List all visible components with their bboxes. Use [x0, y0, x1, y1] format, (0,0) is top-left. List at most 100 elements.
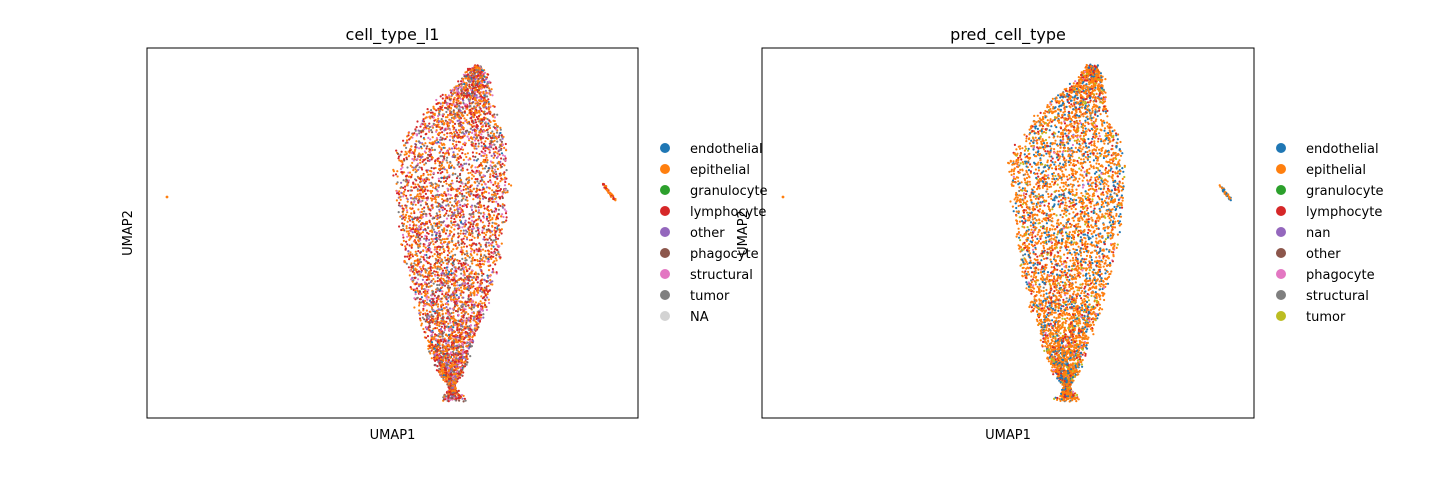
scatter-point — [436, 365, 439, 368]
scatter-point — [493, 113, 496, 116]
scatter-point — [448, 348, 451, 351]
scatter-point — [479, 122, 482, 125]
scatter-point — [446, 108, 449, 111]
scatter-point — [438, 235, 441, 238]
scatter-points — [165, 64, 617, 403]
scatter-point — [462, 143, 465, 146]
scatter-point — [503, 173, 506, 176]
scatter-point — [409, 193, 412, 197]
scatter-point — [503, 208, 506, 211]
scatter-point — [505, 216, 508, 219]
scatter-point — [444, 312, 447, 315]
scatter-point — [441, 286, 444, 289]
scatter-point — [446, 161, 449, 164]
scatter-point — [445, 217, 449, 220]
scatter-point — [455, 322, 458, 325]
scatter-point — [469, 127, 473, 130]
scatter-point — [475, 115, 478, 119]
scatter-point — [432, 327, 435, 330]
scatter-point — [438, 311, 441, 315]
scatter-point — [472, 155, 475, 158]
scatter-point — [439, 203, 442, 206]
scatter-point — [425, 239, 428, 242]
scatter-point — [426, 275, 429, 278]
scatter-point — [459, 148, 462, 151]
scatter-point — [452, 151, 455, 154]
scatter-point — [450, 217, 453, 220]
scatter-point — [487, 298, 490, 301]
scatter-point — [415, 268, 418, 271]
scatter-point — [454, 195, 457, 198]
scatter-point — [427, 288, 430, 292]
scatter-point — [417, 236, 420, 239]
scatter-point — [491, 189, 494, 192]
scatter-point — [492, 136, 496, 140]
scatter-point — [396, 170, 399, 173]
scatter-point — [411, 265, 414, 268]
scatter-point — [460, 146, 463, 149]
scatter-point — [420, 270, 423, 273]
scatter-point — [426, 198, 429, 202]
scatter-point — [440, 204, 443, 207]
scatter-point — [423, 253, 426, 257]
scatter-point — [436, 247, 439, 251]
scatter-point — [443, 180, 446, 183]
scatter-point — [482, 225, 486, 228]
scatter-point — [440, 308, 443, 311]
scatter-point — [503, 188, 507, 191]
scatter-point — [461, 152, 464, 155]
scatter-point — [461, 195, 464, 198]
scatter-point — [426, 156, 430, 160]
scatter-point — [441, 108, 444, 112]
scatter-point — [434, 198, 437, 201]
scatter-point — [473, 94, 476, 97]
scatter-point — [453, 205, 456, 208]
scatter-point — [479, 128, 482, 131]
scatter-point — [458, 180, 461, 184]
scatter-point — [464, 229, 467, 232]
scatter-point — [418, 309, 421, 312]
scatter-point — [433, 335, 436, 338]
scatter-point — [428, 178, 431, 181]
scatter-point — [416, 188, 419, 191]
scatter-point — [455, 143, 458, 146]
scatter-point — [438, 126, 441, 129]
scatter-point — [447, 203, 450, 206]
scatter-point — [461, 368, 464, 371]
scatter-point — [433, 148, 436, 151]
scatter-point — [466, 254, 470, 258]
scatter-point — [443, 143, 446, 146]
scatter-point — [415, 232, 418, 235]
scatter-point — [439, 364, 442, 367]
scatter-point — [474, 98, 477, 101]
scatter-point — [479, 174, 482, 177]
scatter-point — [405, 194, 408, 197]
scatter-point — [417, 195, 420, 198]
scatter-point — [483, 207, 486, 210]
scatter-point — [477, 114, 481, 118]
scatter-point — [437, 184, 440, 187]
scatter-point — [430, 341, 434, 344]
scatter-point — [465, 131, 468, 134]
scatter-point — [455, 269, 458, 272]
scatter-point — [490, 193, 494, 196]
scatter-point — [459, 219, 462, 222]
scatter-point — [449, 184, 452, 188]
scatter-point — [431, 225, 434, 228]
scatter-point — [454, 172, 457, 176]
scatter-point — [477, 230, 480, 234]
scatter-point — [414, 253, 417, 256]
scatter-point — [452, 317, 455, 320]
scatter-point — [463, 225, 466, 228]
scatter-point — [417, 278, 420, 281]
scatter-point — [409, 219, 412, 222]
scatter-point — [476, 304, 480, 307]
scatter-point — [422, 179, 425, 182]
scatter-point — [402, 195, 405, 198]
scatter-point — [407, 252, 410, 255]
scatter-point — [466, 181, 470, 184]
scatter-point — [487, 241, 490, 244]
scatter-point — [446, 275, 449, 278]
scatter-point — [464, 105, 467, 108]
scatter-point — [435, 338, 438, 341]
